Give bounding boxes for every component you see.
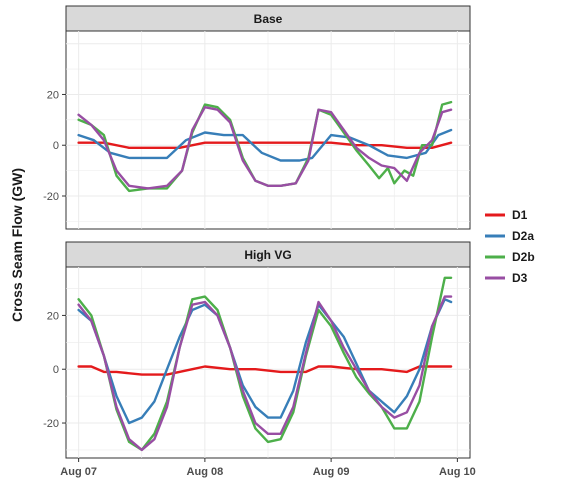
- y-ticks-base: 20 0 -20: [43, 89, 66, 203]
- legend-label-d2a: D2a: [512, 229, 534, 243]
- x-tick-label: Aug 09: [313, 466, 350, 478]
- legend-label-d2b: D2b: [512, 250, 535, 264]
- grid-base: [66, 31, 470, 229]
- strip-background: [65, 5, 471, 32]
- y-tick-label: 0: [53, 140, 59, 152]
- x-axis: Aug 07 Aug 08 Aug 09 Aug 10: [60, 458, 476, 478]
- y-axis-title: Cross Seam Flow (GW): [9, 168, 25, 322]
- legend-label-d1: D1: [512, 208, 528, 222]
- legend: D1 D2a D2b D3: [485, 208, 535, 285]
- grid-high-vg: [66, 267, 470, 458]
- series-line-d2a: [77, 298, 453, 425]
- y-tick-label: 20: [47, 310, 59, 322]
- panel-base: Base 20 0 -20: [43, 5, 471, 230]
- strip-label-base: Base: [254, 12, 283, 26]
- x-tick-label: Aug 10: [439, 466, 476, 478]
- series-line-d1: [77, 141, 453, 150]
- x-tick-label: Aug 07: [60, 466, 97, 478]
- series-lines-high-vg: [77, 276, 453, 452]
- y-tick-label: 0: [53, 364, 59, 376]
- y-tick-label: -20: [43, 418, 59, 430]
- series-line-d3: [77, 105, 453, 190]
- series-line-d1: [77, 365, 453, 376]
- panel-high-vg: High VG 20 0 -20: [43, 241, 471, 459]
- y-ticks-high-vg: 20 0 -20: [43, 310, 66, 430]
- x-tick-label: Aug 08: [187, 466, 224, 478]
- series-line-d3: [77, 295, 453, 452]
- y-tick-label: -20: [43, 191, 59, 203]
- series-lines-base: [77, 100, 453, 193]
- legend-label-d3: D3: [512, 271, 528, 285]
- series-line-d2a: [77, 128, 453, 162]
- y-tick-label: 20: [47, 89, 59, 101]
- strip-background: [65, 241, 471, 268]
- strip-label-high-vg: High VG: [244, 248, 291, 262]
